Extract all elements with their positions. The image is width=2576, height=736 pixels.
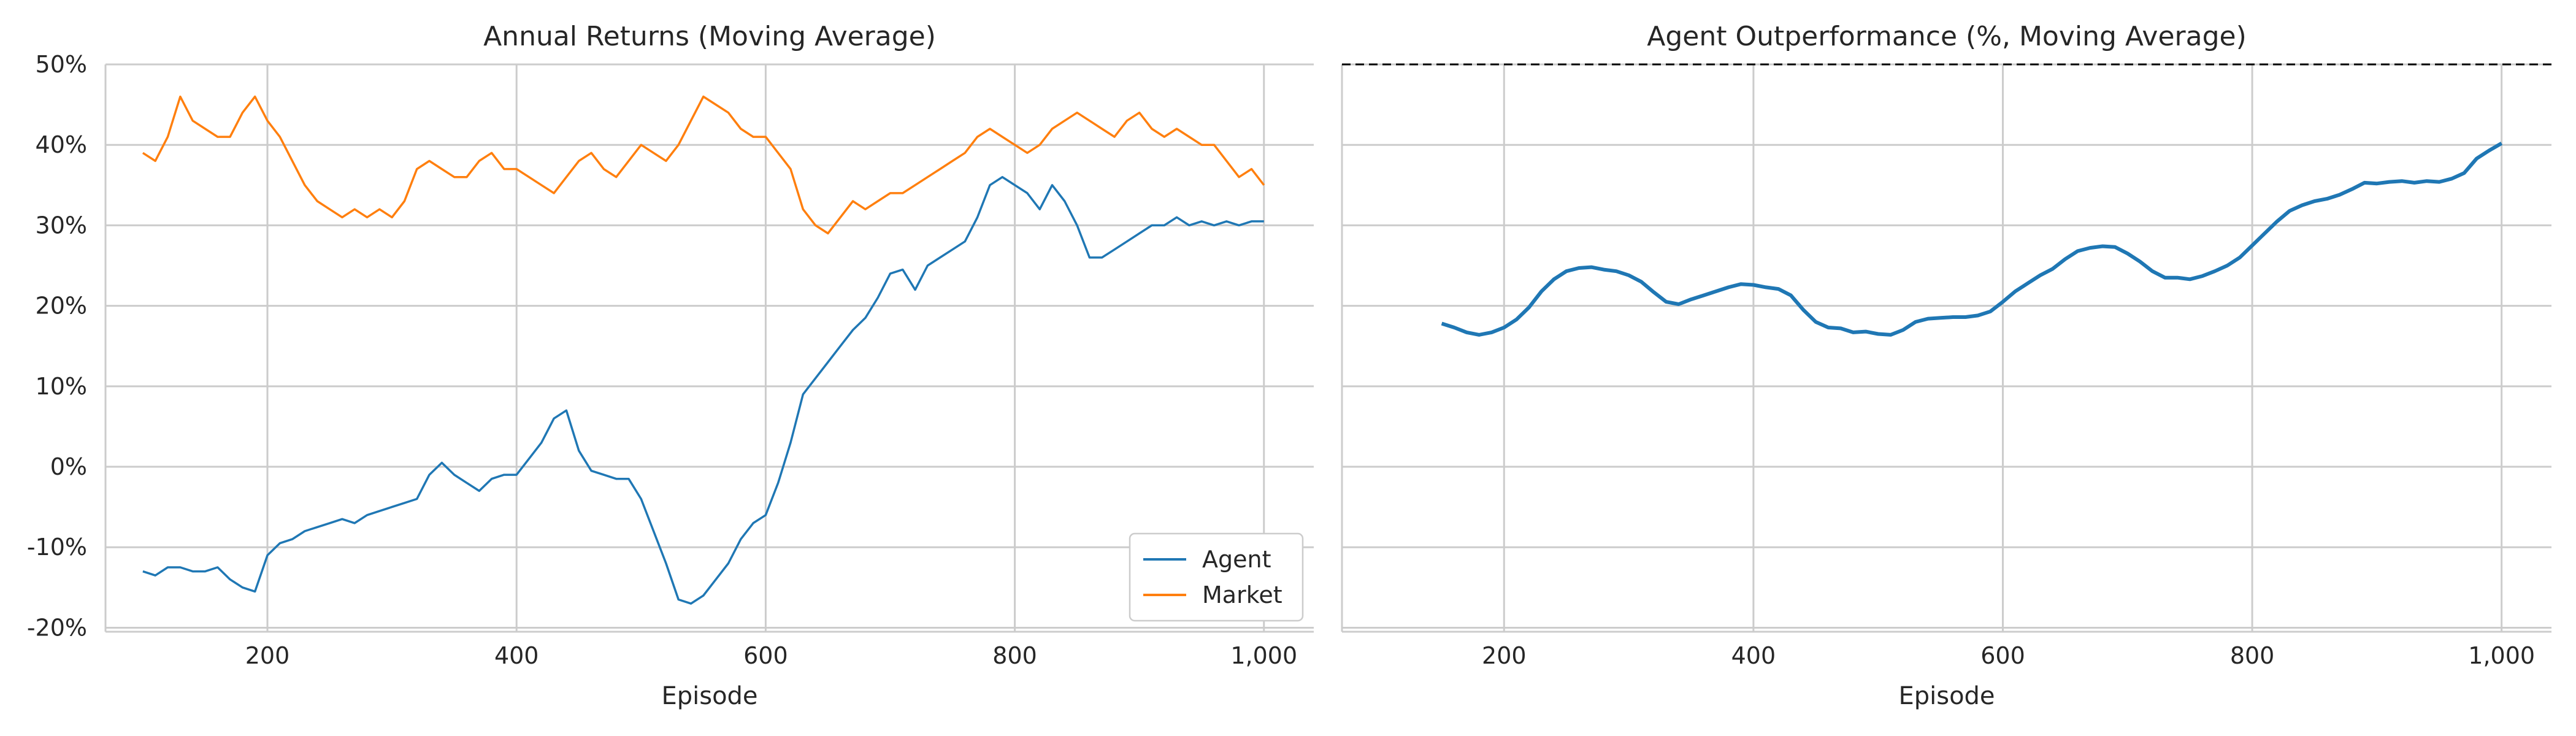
- y-tick-label: 0%: [50, 453, 87, 480]
- annual-returns-panel: 200 400 600 800 1,000 -20% -10% 0% 10% 20% 30% 40% 5…: [27, 21, 1314, 710]
- outperformance-panel: 200 400 600 800 1,000 Agent Outperformance (…: [1341, 21, 2551, 710]
- x-tick-label: 600: [1980, 642, 2025, 669]
- axis-spines: [1341, 64, 2551, 633]
- grid: [1342, 63, 2551, 632]
- series-lines: [142, 95, 1265, 605]
- x-tick-label: 400: [494, 642, 539, 669]
- y-tick-label: -10%: [27, 534, 87, 561]
- tick-labels: 200 400 600 800 1,000 -20% -10% 0% 10% 20% 30% 40% 5…: [27, 51, 1297, 669]
- x-tick-label: 1,000: [2468, 642, 2535, 669]
- y-tick-label: 50%: [36, 51, 87, 78]
- legend-box: [1129, 532, 1304, 622]
- x-tick-label: 400: [1731, 642, 1776, 669]
- y-tick-label: -20%: [27, 614, 87, 641]
- agent-line: [142, 175, 1264, 605]
- axis-spines: [104, 64, 1314, 633]
- x-axis-label: Episode: [1898, 682, 1995, 710]
- chart-title: Agent Outperformance (%, Moving Average): [1647, 21, 2247, 52]
- x-tick-label: 800: [2230, 642, 2275, 669]
- legend: Agent Market: [1129, 532, 1304, 622]
- market-line: [142, 95, 1265, 235]
- plot-area: [1342, 64, 2551, 632]
- plot-area: [105, 64, 1314, 632]
- x-tick-label: 600: [743, 642, 788, 669]
- x-tick-label: 200: [245, 642, 290, 669]
- x-tick-label: 800: [992, 642, 1037, 669]
- y-tick-label: 40%: [36, 131, 87, 158]
- chart-title: Annual Returns (Moving Average): [483, 21, 936, 52]
- x-axis-label: Episode: [661, 682, 757, 710]
- series-lines: [1441, 142, 2503, 337]
- y-tick-label: 30%: [36, 212, 87, 239]
- tick-labels: 200 400 600 800 1,000: [1482, 642, 2535, 669]
- series-0-line: [1441, 142, 2503, 337]
- grid: [105, 63, 1314, 632]
- legend-label: Market: [1202, 581, 1282, 608]
- x-tick-label: 1,000: [1230, 642, 1297, 669]
- y-tick-label: 20%: [36, 293, 87, 320]
- y-tick-label: 10%: [36, 373, 87, 400]
- legend-label: Agent: [1202, 546, 1271, 573]
- x-tick-label: 200: [1482, 642, 1527, 669]
